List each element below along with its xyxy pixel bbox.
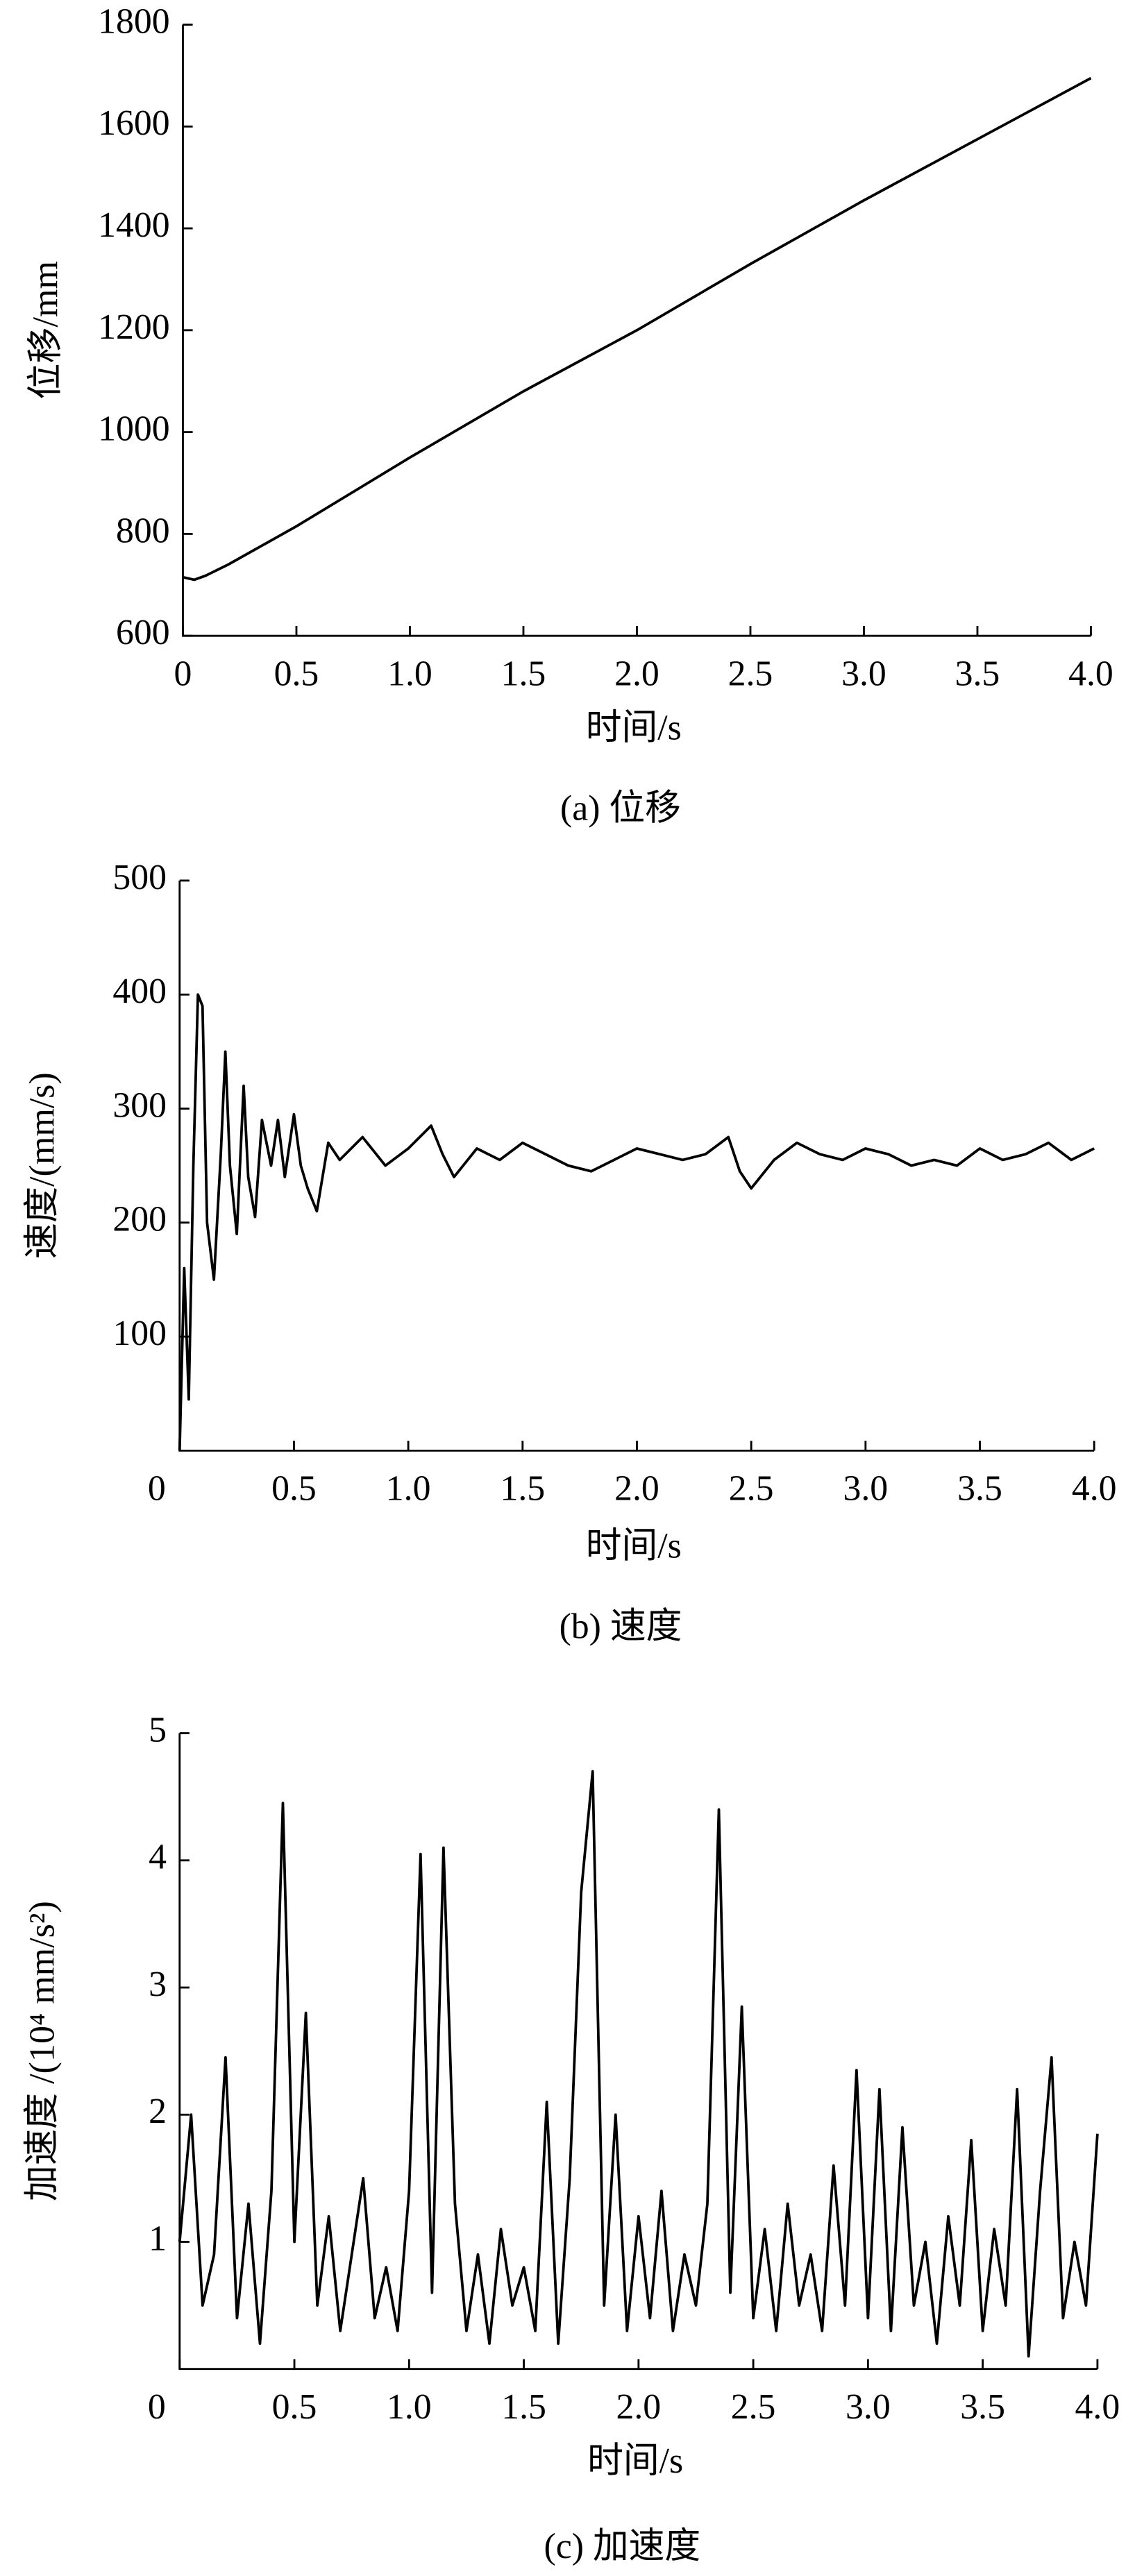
caption: (c) 加速度 [544, 2527, 701, 2566]
y-tick-label: 600 [116, 613, 170, 652]
x-tick-label: 1.5 [500, 1468, 545, 1508]
x-tick-label: 3.5 [957, 1468, 1002, 1508]
y-tick-label: 5 [149, 1710, 167, 1749]
y-tick-label: 1 [149, 2219, 167, 2258]
y-tick-label: 1200 [98, 307, 169, 347]
y-tick-label: 1400 [98, 205, 169, 245]
x-tick-label: 2.0 [614, 1468, 659, 1508]
x-tick-label: 3.5 [955, 654, 1000, 693]
x-tick-label: 3.0 [841, 654, 886, 693]
x-tick-label: 3.0 [843, 1468, 888, 1508]
y-axis-label: 加速度 /(10⁴ mm/s²) [23, 1901, 62, 2201]
y-tick-label: 800 [116, 511, 170, 550]
x-tick-label: 0.5 [272, 2387, 317, 2427]
x-tick-label: 1.5 [501, 654, 546, 693]
x-tick-label: 2.5 [731, 2387, 776, 2427]
x-tick-label: 0 [174, 654, 192, 693]
y-axis-label: 位移/mm [26, 261, 66, 400]
x-tick-label: 2.5 [729, 1468, 774, 1508]
y-tick-label: 4 [149, 1838, 167, 1877]
y-tick-label: 500 [112, 858, 167, 897]
x-tick-label: 2.5 [728, 654, 773, 693]
y-tick-label: 100 [112, 1314, 167, 1353]
x-tick-label: 3.5 [960, 2387, 1005, 2427]
y-tick-label: 1600 [98, 103, 169, 143]
x-tick-label: 1.0 [386, 1468, 431, 1508]
y-tick-label: 1800 [98, 1, 169, 41]
x-tick-label: 0 [148, 1468, 166, 1508]
y-tick-label: 200 [112, 1200, 167, 1239]
x-tick-label: 2.0 [614, 654, 659, 693]
x-tick-label: 0 [148, 2387, 166, 2427]
data-line [183, 76, 1092, 582]
x-tick-label: 1.5 [501, 2387, 546, 2427]
y-tick-label: 1000 [98, 409, 169, 448]
y-tick-label: 3 [149, 1965, 167, 2004]
x-axis-label: 时间/s [586, 1526, 682, 1566]
y-tick-label: 400 [112, 972, 167, 1011]
x-tick-label: 4.0 [1072, 1468, 1117, 1508]
x-tick-label: 0.5 [271, 1468, 317, 1508]
x-tick-label: 4.0 [1075, 2387, 1120, 2427]
y-tick-label: 2 [149, 2092, 167, 2131]
y-axis-label: 速度/(mm/s) [23, 1072, 62, 1259]
data-line [178, 1770, 1099, 2358]
x-axis-label: 时间/s [586, 708, 682, 747]
x-axis-label: 时间/s [587, 2441, 683, 2481]
x-tick-label: 2.0 [616, 2387, 661, 2427]
x-tick-label: 1.0 [387, 2387, 432, 2427]
x-tick-label: 0.5 [274, 654, 319, 693]
x-tick-label: 3.0 [846, 2387, 891, 2427]
data-line [178, 993, 1095, 1451]
x-tick-label: 4.0 [1068, 654, 1113, 693]
caption: (a) 位移 [560, 788, 681, 828]
axes [178, 880, 1095, 1452]
x-tick-label: 1.0 [387, 654, 432, 693]
y-tick-label: 300 [112, 1085, 167, 1125]
caption: (b) 速度 [560, 1607, 682, 1646]
